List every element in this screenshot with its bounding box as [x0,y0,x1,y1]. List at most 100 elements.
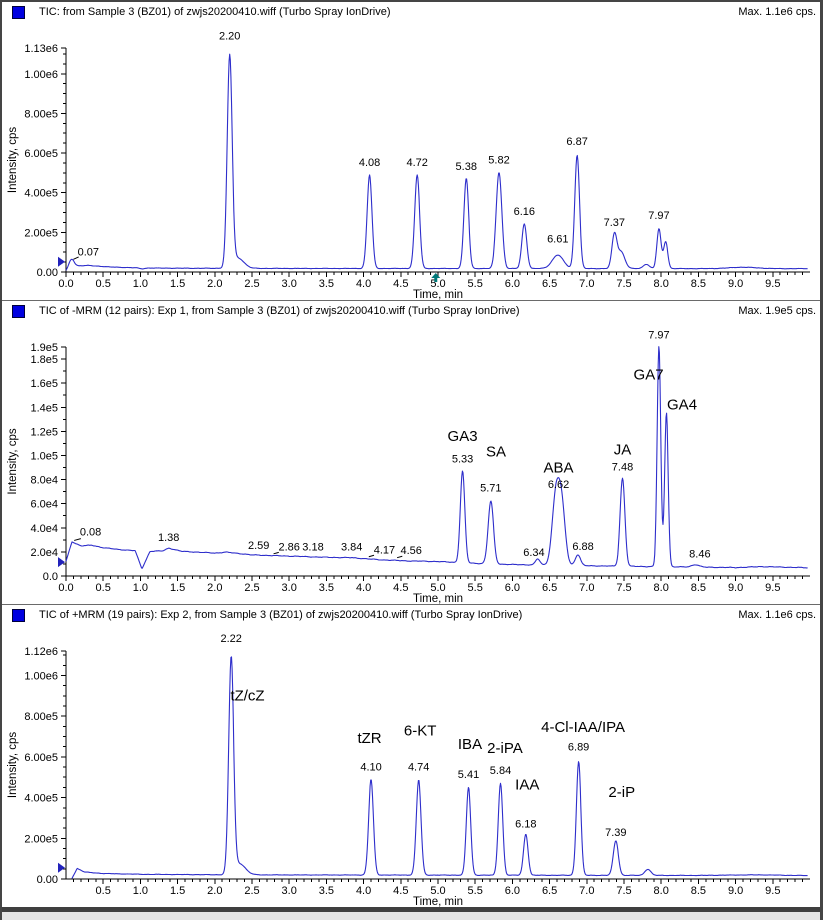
x-tick-label: 6.5 [542,582,557,594]
peak-time-label: 4.74 [408,762,429,774]
peak-time-label: 5.82 [488,154,509,166]
peak-time-label: 0.08 [80,527,101,539]
chromatogram-panel-tic: TIC: from Sample 3 (BZ01) of zwjs2020041… [2,2,820,300]
chromatogram-trace [71,656,808,879]
x-tick-label: 3.0 [282,885,297,897]
peak-time-label: 6.34 [523,547,544,559]
panel-title: TIC of +MRM (19 pairs): Exp 2, from Samp… [39,609,523,621]
x-tick-label: 7.0 [579,278,594,290]
x-tick-label: 6.5 [542,278,557,290]
x-tick-label: 4.5 [393,885,408,897]
peak-time-label: 6.62 [548,479,569,491]
x-tick-label: 2.5 [244,278,259,290]
trace-legend-icon[interactable] [12,608,25,622]
y-tick-label: 1.2e5 [30,426,58,438]
chromatogram-plot[interactable]: 1.12e6 1.00e6 8.00e5 6.00e5 4.00e5 2.00e5 0.00… [2,625,820,907]
peak-time-label: 2.59 [248,540,269,552]
peak-time-label: 2.20 [219,31,240,43]
chromatogram-plot[interactable]: 1.13e61.00e68.00e56.00e54.00e52.00e50.00… [2,22,820,300]
y-tick-label: 0.0 [43,571,58,583]
peak-time-label: 7.97 [648,210,669,222]
y-tick-label: 0.00 [37,874,58,886]
x-tick-label: 3.0 [282,278,297,290]
y-tick-label: 1.00e6 [24,670,58,682]
x-tick-label: 9.0 [728,278,743,290]
x-tick-label: 2.5 [244,885,259,897]
x-tick-label: 8.5 [691,582,706,594]
peak-time-label: 6.87 [566,136,587,148]
x-tick-label: 1.0 [133,582,148,594]
x-tick-label: 7.5 [616,582,631,594]
y-tick-label: 8.00e5 [24,711,58,723]
x-tick-label: 0.5 [96,582,111,594]
x-tick-label: 2.5 [244,582,259,594]
peak-time-label: 6.16 [514,206,535,218]
x-tick-label: 6.5 [542,885,557,897]
trace-legend-icon[interactable] [12,5,25,19]
x-tick-label: 1.0 [133,278,148,290]
x-tick-label: 9.0 [728,885,743,897]
label-leader-line [368,554,375,558]
x-tick-label: 2.0 [207,582,222,594]
peak-time-label: 7.48 [612,462,633,474]
time-cursor-marker[interactable] [431,273,441,282]
x-tick-label: 7.5 [616,885,631,897]
x-tick-label: 4.5 [393,278,408,290]
y-tick-label: 1.12e6 [24,646,58,658]
x-tick-label: 6.0 [505,885,520,897]
x-tick-label: 5.5 [468,278,483,290]
label-leader-line [396,555,403,559]
y-tick-label: 6.00e5 [24,752,58,764]
chromatogram-trace [65,346,808,569]
x-tick-label: 7.5 [616,278,631,290]
peak-time-label: 4.72 [406,157,427,169]
peak-time-label: 8.46 [689,548,710,560]
y-tick-label: 6.00e5 [24,148,58,160]
x-tick-label: 1.5 [170,885,185,897]
x-axis-title: Time, min [413,593,463,604]
panel-header[interactable]: TIC of +MRM (19 pairs): Exp 2, from Samp… [2,605,820,625]
panel-header[interactable]: TIC: from Sample 3 (BZ01) of zwjs2020041… [2,2,820,22]
peak-time-label: 3.18 [302,542,323,554]
window-footer [2,912,820,920]
x-tick-label: 6.0 [505,582,520,594]
y-tick-label: 4.00e5 [24,793,58,805]
x-tick-label: 9.5 [765,582,780,594]
panel-header[interactable]: TIC of -MRM (12 pairs): Exp 1, from Samp… [2,301,820,321]
x-tick-label: 5.0 [430,582,445,594]
chromatogram-panel-neg-mrm: TIC of -MRM (12 pairs): Exp 1, from Samp… [2,300,820,604]
peak-time-label: 2.86 [278,542,299,554]
x-tick-label: 5.0 [430,278,445,290]
x-tick-label: 0.5 [96,885,111,897]
peak-time-label: 7.39 [605,827,626,839]
y-tick-label: 1.8e5 [30,354,58,366]
label-leader-line [273,551,279,555]
peak-time-label: 6.61 [547,234,568,246]
x-tick-label: 8.5 [691,885,706,897]
peak-time-label: 1.38 [158,532,179,544]
trace-start-marker-icon [58,862,65,873]
y-tick-label: 4.00e5 [24,188,58,200]
trace-legend-icon[interactable] [12,304,25,318]
x-tick-label: 4.0 [356,278,371,290]
label-leader-line [74,538,82,541]
x-tick-label: 0.0 [58,278,73,290]
trace-start-marker-icon [58,557,65,568]
x-tick-label: 1.0 [133,885,148,897]
x-tick-label: 3.0 [282,582,297,594]
x-tick-label: 3.5 [319,582,334,594]
chromatogram-trace [65,53,808,271]
peak-time-label: 6.88 [572,541,593,553]
compound-label: ABA [544,459,574,476]
x-axis-title: Time, min [413,289,463,300]
compound-label: 4-Cl-IAA/IPA [541,719,625,736]
compound-label: GA4 [667,397,697,414]
peak-time-label: 5.33 [452,454,473,466]
y-tick-label: 8.00e5 [24,108,58,120]
peak-time-label: 2.22 [220,633,241,645]
panel-title: TIC: from Sample 3 (BZ01) of zwjs2020041… [39,6,391,18]
y-axis-title: Intensity, cps [7,127,19,194]
x-tick-label: 7.0 [579,885,594,897]
